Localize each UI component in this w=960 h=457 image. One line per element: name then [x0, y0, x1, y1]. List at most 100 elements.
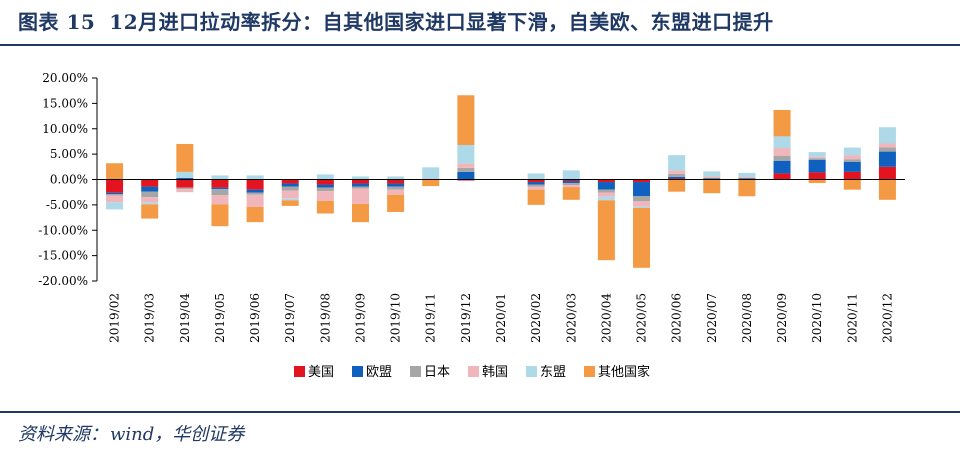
bar-segment [246, 194, 264, 207]
bar-segment [843, 179, 861, 190]
bar-segment [878, 179, 896, 200]
y-tick-label: 20.00% [42, 71, 88, 85]
x-tick-label: 2019/06 [248, 293, 262, 343]
bar-segment [316, 174, 334, 180]
bar-segment [527, 189, 545, 205]
y-tick-label: 15.00% [42, 96, 88, 110]
source-label: 资料来源： [18, 424, 108, 445]
bar-segment [773, 148, 791, 156]
bar-segment [527, 186, 545, 190]
x-tick-label: 2020/04 [599, 293, 613, 343]
bar-segment [562, 187, 580, 200]
bar-segment [246, 206, 264, 223]
bar-segment [633, 207, 651, 268]
bars-layer [106, 95, 896, 268]
bar-segment [597, 196, 615, 201]
bar-segment [773, 173, 791, 180]
bar-segment [808, 172, 826, 180]
legend-swatch [352, 366, 363, 377]
legend-label: 韩国 [482, 365, 508, 380]
bar-segment [633, 206, 651, 208]
bar-segment [878, 147, 896, 152]
source-value: wind，华创证券 [110, 424, 245, 445]
bar-segment [387, 179, 405, 184]
chart-title: 图表 15 12月进口拉动率拆分：自其他国家进口显著下滑，自美欧、东盟进口提升 [18, 6, 774, 35]
bar-segment [633, 179, 651, 183]
bar-segment [211, 175, 229, 180]
y-tick-label: 0.00% [50, 173, 88, 187]
bar-segment [141, 197, 159, 203]
y-tick-label: -15.00% [38, 249, 88, 263]
bar-segment [738, 179, 756, 197]
x-tick-label: 2020/08 [740, 293, 754, 343]
bar-segment [351, 183, 369, 187]
bar-segment [773, 160, 791, 174]
bar-segment [316, 191, 334, 201]
bar-segment [457, 163, 475, 168]
x-tick-label: 2019/03 [143, 293, 157, 343]
bar-segment [351, 188, 369, 204]
bar-segment [281, 183, 299, 187]
bar-segment [562, 179, 580, 182]
bar-segment [527, 184, 545, 187]
x-tick-label: 2019/02 [108, 293, 122, 343]
bar-segment [808, 152, 826, 157]
bar-segment [141, 186, 159, 192]
bar-segment [843, 155, 861, 160]
legend-swatch [468, 366, 479, 377]
bar-segment [422, 178, 440, 179]
y-tick-label: -20.00% [38, 274, 88, 288]
bar-segment [246, 192, 264, 195]
bar-segment [351, 203, 369, 223]
legend: 美国 欧盟 日本 韩国 东盟 其他国家 [294, 364, 650, 380]
bar-segment [211, 187, 229, 190]
legend-label: 其他国家 [598, 364, 650, 380]
bar-segment [457, 179, 475, 181]
x-tick-label: 2020/07 [705, 293, 719, 343]
bar-segment [773, 136, 791, 149]
x-tick-label: 2020/12 [880, 293, 894, 343]
bar-segment [597, 189, 615, 193]
legend-label: 欧盟 [366, 365, 392, 380]
bar-segment [878, 127, 896, 144]
legend-label: 东盟 [540, 365, 566, 380]
stacked-bar-chart: 20.00% 15.00% 10.00% 5.00% 0.00% -5.00% -10.00… [38, 71, 905, 380]
bar-segment [597, 182, 615, 190]
bar-segment [211, 204, 229, 227]
bar-segment [738, 176, 756, 178]
bar-segment [633, 201, 651, 207]
bar-segment [246, 189, 264, 193]
bar-segment [176, 143, 194, 172]
bar-segment [597, 200, 615, 261]
x-tick-label: 2020/01 [494, 293, 508, 343]
bar-segment [141, 191, 159, 198]
bar-segment [387, 189, 405, 195]
bar-segment [562, 181, 580, 184]
bar-segment [106, 202, 124, 210]
bar-segment [562, 185, 580, 188]
bar-segment [457, 95, 475, 145]
bar-segment [141, 202, 159, 205]
x-tick-label: 2019/05 [213, 293, 227, 343]
bar-segment [878, 143, 896, 148]
x-tick-label: 2020/02 [529, 293, 543, 343]
figure-label: 图表 15 [18, 10, 96, 34]
bar-segment [703, 178, 721, 179]
x-tick-label: 2020/11 [845, 293, 859, 343]
bar-segment [176, 171, 194, 178]
bar-segment [106, 163, 124, 180]
legend-label: 日本 [424, 365, 450, 380]
bar-segment [738, 178, 756, 179]
bar-segment [808, 158, 826, 160]
bar-segment [808, 159, 826, 173]
bar-segment [843, 161, 861, 172]
bar-segment [457, 144, 475, 164]
bar-segment [106, 179, 124, 193]
x-tick-label: 2020/10 [810, 293, 824, 343]
bar-segment [527, 179, 545, 183]
bar-segment [351, 179, 369, 184]
bar-segment [176, 189, 194, 193]
bar-segment [843, 159, 861, 162]
x-tick-label: 2019/09 [353, 293, 367, 343]
x-tick-label: 2019/11 [424, 293, 438, 343]
